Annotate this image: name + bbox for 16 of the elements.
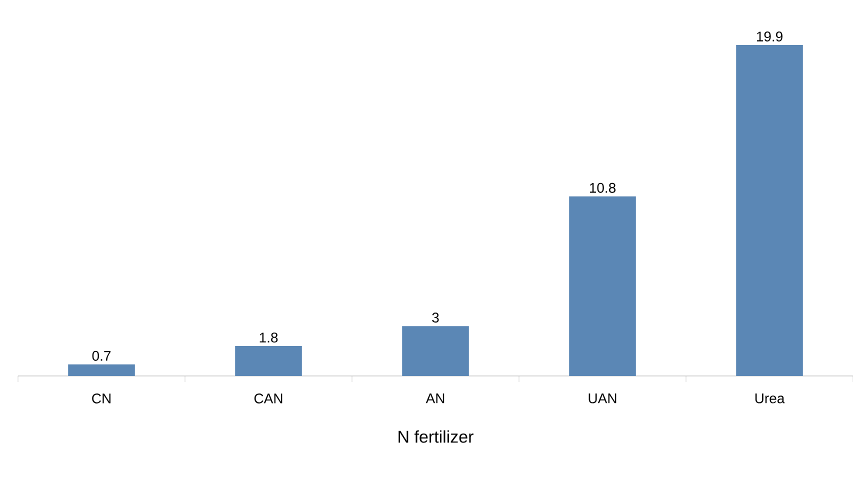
bar [736,44,803,376]
bar [569,196,636,376]
x-tick-label: Urea [755,394,785,404]
x-axis-title: N fertilizer [398,430,474,443]
data-label: 19.9 [756,32,782,42]
data-label: 10.8 [590,182,616,193]
x-tick-label: UAN [588,394,616,404]
data-label: 1.8 [260,332,278,343]
bar [402,326,469,376]
bar [235,346,302,376]
data-label: 0.7 [92,350,111,361]
x-tick-label: CN [92,394,110,404]
x-tick-label: CAN [254,394,282,404]
bar [68,364,135,376]
data-label: 3 [432,312,439,323]
x-tick-label: AN [426,394,444,404]
